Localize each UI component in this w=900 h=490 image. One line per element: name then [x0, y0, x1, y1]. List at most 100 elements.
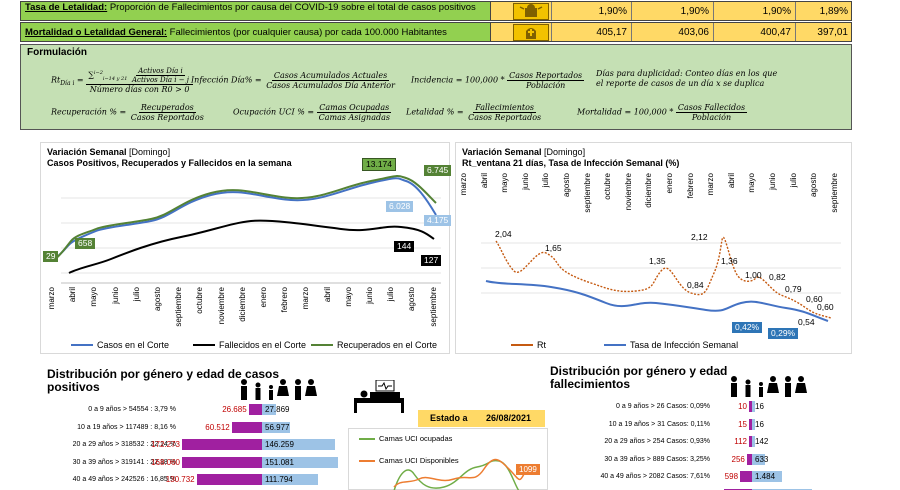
letalidad-value: 1,90% — [713, 2, 795, 20]
bar-male — [248, 404, 262, 415]
value-male: 598 — [724, 472, 739, 481]
dist-cases-title: Distribución por género y edad de casos … — [47, 367, 280, 394]
bar-male — [749, 401, 752, 412]
label-rt-l: 0,54 — [798, 317, 815, 327]
x-tick-label: noviembre — [216, 287, 226, 325]
legend-rt: Rt — [511, 340, 546, 350]
alarm-icon — [513, 3, 549, 20]
label-fall-end: 127 — [421, 255, 442, 266]
bar-female — [752, 418, 755, 430]
value-female: 151.081 — [265, 457, 294, 467]
x-tick-label: febrero — [280, 287, 290, 313]
value-female: 27.869 — [265, 405, 290, 414]
bar-female — [262, 474, 318, 485]
mortalidad-desc: Mortalidad o Letalidad General: Fallecim… — [21, 23, 491, 41]
chart-right-subtitle: Rt_ventana 21 días, Tasa de Infección Se… — [462, 158, 680, 168]
chart-left-title: Variación Semanal [Domingo] — [47, 147, 171, 157]
bar-male — [746, 453, 752, 465]
dist-row-label: 30 a 39 años > 319141 : 22,18 % — [72, 458, 176, 466]
label-rt-h: 0,82 — [769, 272, 786, 282]
value-female: 142 — [755, 437, 769, 446]
bar-male — [182, 439, 262, 450]
legend-tasa: Tasa de Infección Semanal — [604, 340, 738, 350]
series-recuperados-line — [52, 175, 437, 262]
value-male: 10 — [738, 402, 747, 411]
value-male: 26.685 — [222, 405, 247, 414]
x-tick-label: agosto — [153, 287, 162, 312]
label-rt-b: 1,65 — [545, 243, 562, 253]
value-male: 130.732 — [165, 475, 195, 484]
x-tick-label: abril — [322, 287, 332, 303]
letalidad-value: 1,90% — [631, 2, 713, 20]
family-icon — [728, 375, 808, 404]
chart-right-svg — [481, 236, 841, 322]
bar-female — [262, 404, 276, 415]
dist-row-label: 30 a 39 años > 889 Casos: 3,25% — [604, 455, 710, 463]
x-tick-label: julio — [131, 287, 141, 302]
dist-row-label: 0 a 9 años > 54554 : 3,79 % — [88, 406, 176, 413]
value-male: 172.273 — [151, 440, 180, 449]
legend-uci-ocupadas: Camas UCI ocupadas — [359, 434, 452, 443]
value-female: 146.259 — [265, 440, 294, 449]
legend-fallecidos: Fallecidos en el Corte — [193, 340, 306, 350]
series-uci-disponibles — [393, 458, 525, 488]
mortalidad-value: 403,06 — [631, 23, 713, 41]
mortalidad-value: 405,17 — [551, 23, 631, 41]
estado-banner: Estado a 26/08/2021 — [418, 410, 545, 427]
x-tick-label: mayo — [343, 287, 353, 307]
value-female: 16 — [755, 419, 764, 429]
series-tasa-line — [485, 280, 829, 322]
mortalidad-value: 400,47 — [713, 23, 795, 41]
bar-male — [724, 488, 752, 490]
value-female: 633 — [755, 454, 769, 464]
label-tasa-2: 0,29% — [768, 328, 799, 339]
x-tick-label: junio — [110, 287, 120, 304]
value-male: 15 — [738, 419, 747, 429]
letalidad-value: 1,89% — [795, 2, 852, 20]
bar-male — [749, 418, 752, 430]
chart-left-panel: Variación Semanal [Domingo] Casos Positi… — [40, 142, 452, 354]
label-rt-j: 0,60 — [806, 294, 823, 304]
uci-chart: Camas UCI ocupadas Camas UCI Disponibles… — [348, 428, 548, 490]
dist-row-label: 20 a 29 años > 254 Casos: 0,93% — [604, 438, 710, 445]
dist-deaths-title: Distribución por género y edad fallecimi… — [550, 364, 728, 391]
series-uci-ocupadas — [393, 459, 520, 490]
label-end-green: 6.745 — [424, 165, 452, 176]
x-tick-label: agosto — [407, 287, 417, 312]
x-tick-label: septiembre — [428, 287, 438, 327]
series-rt-line — [495, 236, 832, 319]
chart-left-subtitle: Casos Positivos, Recuperados y Fallecido… — [47, 158, 292, 168]
dist-row-label: 40 a 49 años > 242526 : 16,85 % — [72, 476, 176, 483]
bar-female — [262, 421, 291, 433]
label-rt-i: 0,79 — [785, 284, 802, 294]
x-tick-label: marzo — [47, 287, 56, 310]
label-tasa-1: 0,42% — [732, 322, 763, 333]
dist-row-label: 20 a 29 años > 318532 : 22,14 % — [72, 441, 176, 448]
x-tick-label: enero — [259, 287, 268, 308]
value-female: 1.484 — [755, 472, 776, 481]
legend-recuperados: Recuperados en el Corte — [311, 340, 437, 350]
value-female: 111.794 — [265, 475, 293, 484]
bar-female — [752, 488, 812, 490]
legend-casos: Casos en el Corte — [71, 340, 169, 350]
series-fallecidos-line — [68, 219, 435, 274]
label-rt-k: 0,60 — [817, 302, 834, 312]
label-uci-value: 1099 — [516, 464, 540, 475]
bar-male — [231, 421, 262, 433]
value-female: 56.977 — [265, 422, 290, 432]
bar-female — [752, 453, 765, 465]
value-male: 112 — [734, 437, 747, 446]
bar-female — [752, 471, 782, 482]
label-rt-c: 1,35 — [649, 256, 666, 266]
label-early-green: 658 — [75, 238, 96, 249]
tombstone-icon — [513, 24, 549, 41]
dist-row-label: 10 a 19 años > 31 Casos: 0,11% — [608, 420, 710, 428]
incidencia-formula: Incidencia = 100,000 * Casos Reportados P… — [411, 71, 585, 90]
value-male: 256 — [731, 454, 745, 464]
uci-svg — [393, 458, 525, 490]
bar-male — [196, 474, 262, 485]
bed-icon — [352, 379, 412, 419]
bar-female — [262, 439, 336, 450]
mortalidad-formula: Mortalidad = 100,000 * Casos Fallecidos P… — [577, 103, 748, 122]
x-tick-label: abril — [68, 287, 78, 303]
